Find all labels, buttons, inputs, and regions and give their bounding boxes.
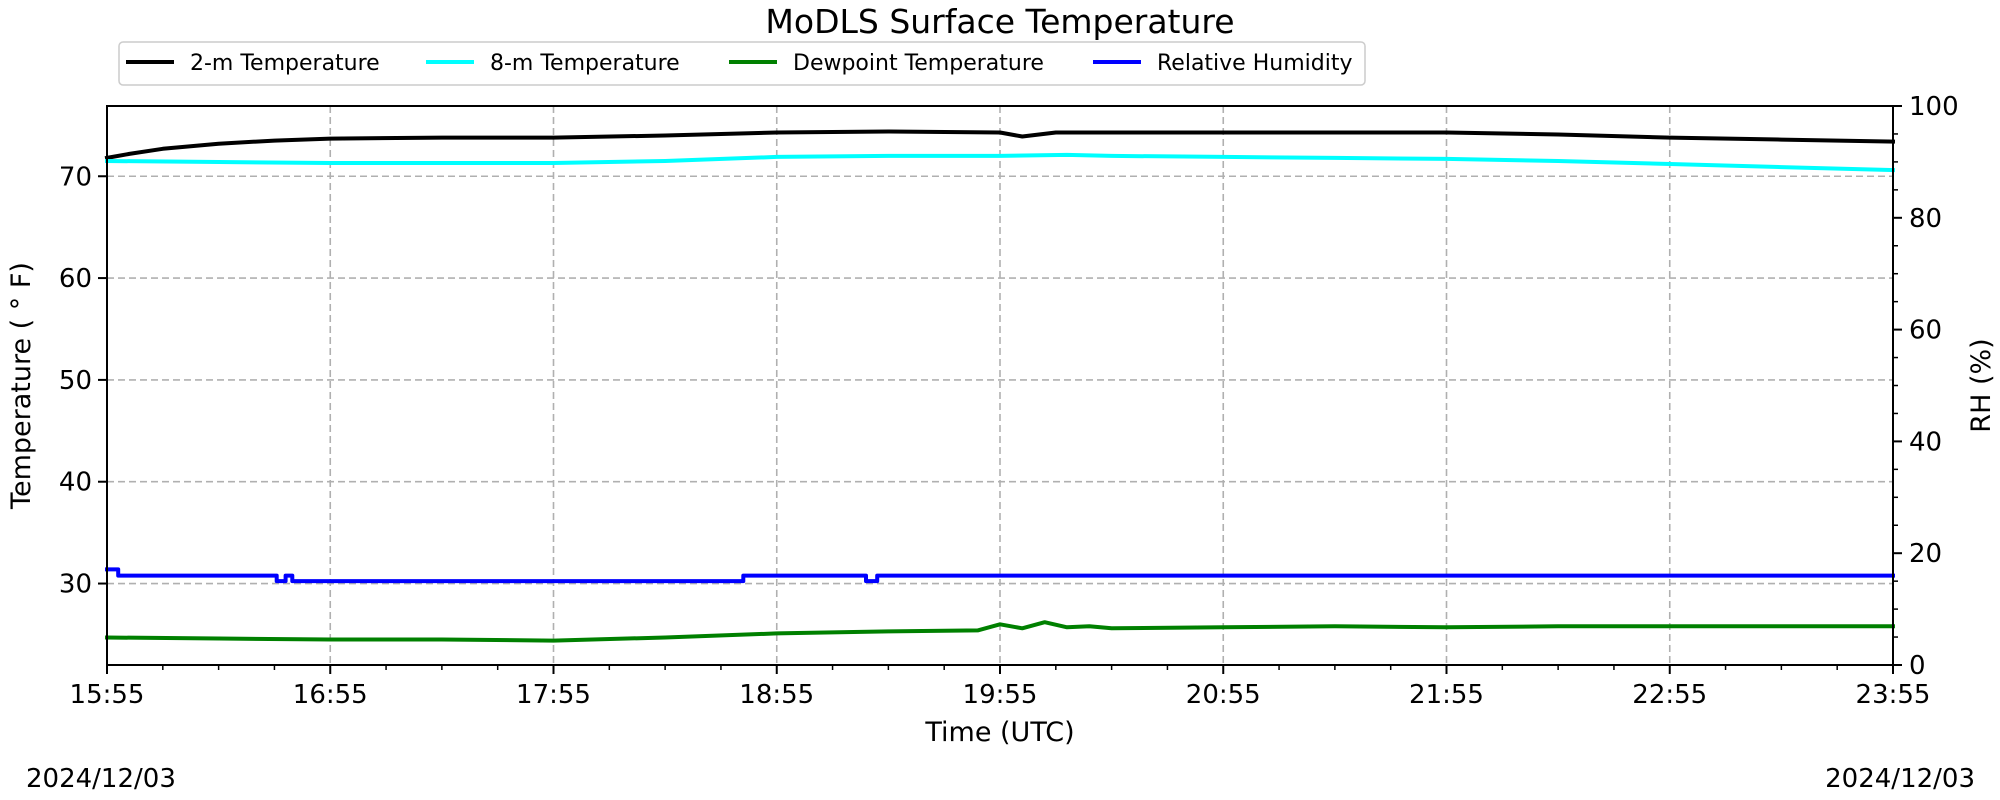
y-right-tick-label: 60: [1909, 316, 1942, 346]
series-lines: [104, 129, 1896, 643]
x-tick-label: 18:55: [739, 680, 814, 710]
date-right: 2024/12/03: [1825, 764, 1975, 794]
legend-label: Relative Humidity: [1157, 51, 1352, 76]
y-right-tick-label: 40: [1909, 427, 1942, 457]
x-tick-label: 19:55: [963, 680, 1038, 710]
x-tick-label: 21:55: [1409, 680, 1484, 710]
y-axis-left-label: Temperature ( ° F): [6, 262, 37, 510]
y-axis-left: 30 40 50 60 70: [59, 162, 107, 600]
x-tick-label: 15:55: [70, 680, 145, 710]
y-left-tick-label: 60: [59, 264, 92, 294]
x-axis-label: Time (UTC): [924, 717, 1074, 748]
y-left-tick-label: 40: [59, 468, 92, 498]
y-right-tick-label: 100: [1909, 92, 1959, 122]
legend-label: Dewpoint Temperature: [793, 51, 1044, 76]
grid-lines: [107, 106, 1893, 665]
series-line-2-m-temperature: [104, 129, 1896, 161]
legend: 2-m Temperature 8-m Temperature Dewpoint T…: [118, 41, 1366, 86]
legend-label: 2-m Temperature: [190, 51, 380, 76]
x-tick-label: 23:55: [1856, 680, 1931, 710]
y-right-tick-label: 20: [1909, 539, 1942, 569]
y-right-tick-label: 80: [1909, 204, 1942, 234]
x-tick-label: 22:55: [1632, 680, 1707, 710]
y-left-tick-label: 70: [59, 162, 92, 192]
y-left-tick-label: 30: [59, 570, 92, 600]
series-line-8-m-temperature: [104, 152, 1896, 173]
x-tick-label: 20:55: [1186, 680, 1261, 710]
y-axis-right-label: RH (%): [1966, 338, 1997, 432]
y-right-tick-label: 0: [1909, 651, 1926, 681]
x-tick-label: 16:55: [293, 680, 368, 710]
series-line-relative-humidity: [105, 567, 1895, 584]
x-axis: 15:55 16:55 17:55 18:55 19:55 20:55 21:55 22:55…: [70, 665, 1931, 710]
legend-label: 8-m Temperature: [490, 51, 680, 76]
series-line-dewpoint-temperature: [104, 620, 1895, 643]
chart-title: MoDLS Surface Temperature: [765, 2, 1234, 41]
x-tick-label: 17:55: [516, 680, 591, 710]
date-left: 2024/12/03: [26, 764, 176, 794]
y-left-tick-label: 50: [59, 366, 92, 396]
y-axis-right: 0 20 40 60 80 100: [1893, 92, 1959, 681]
